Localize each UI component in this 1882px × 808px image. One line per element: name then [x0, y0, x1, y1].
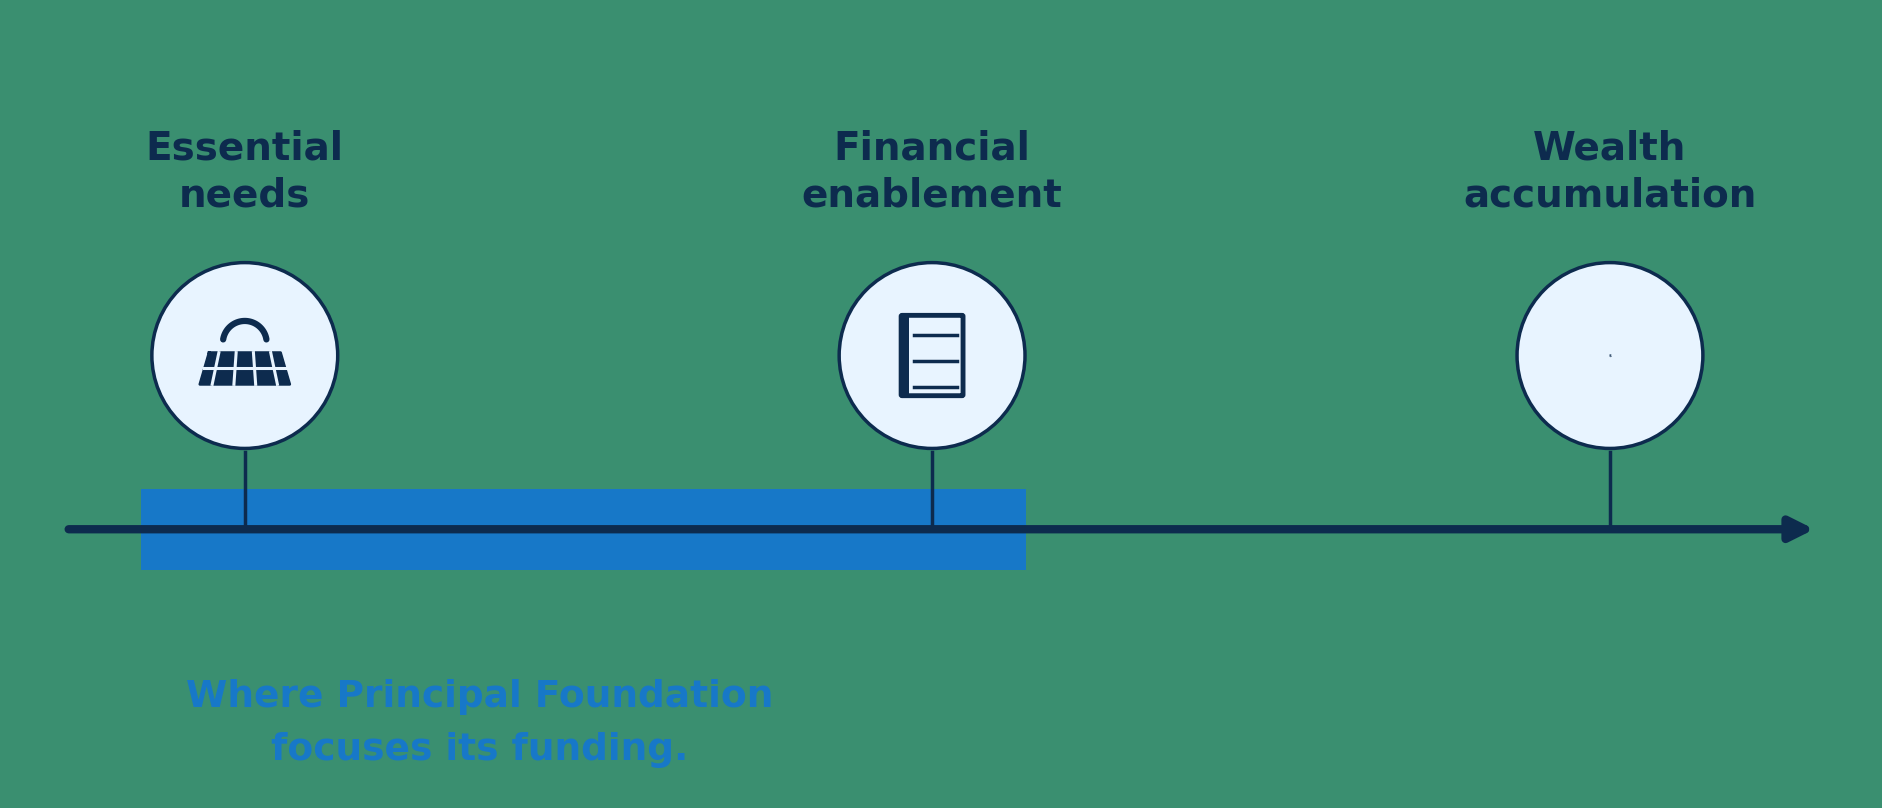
Polygon shape: [199, 352, 290, 385]
Circle shape: [1517, 263, 1701, 448]
Text: Wealth
accumulation: Wealth accumulation: [1462, 129, 1756, 214]
Circle shape: [839, 263, 1024, 448]
Bar: [141, 489, 1026, 570]
Circle shape: [152, 263, 337, 448]
Text: Essential
needs: Essential needs: [145, 129, 344, 214]
Bar: [901, 317, 909, 394]
Text: Financial
enablement: Financial enablement: [802, 129, 1061, 214]
FancyBboxPatch shape: [901, 315, 962, 396]
Text: $: $: [1607, 354, 1611, 357]
Text: Where Principal Foundation
focuses its funding.: Where Principal Foundation focuses its f…: [186, 679, 774, 768]
